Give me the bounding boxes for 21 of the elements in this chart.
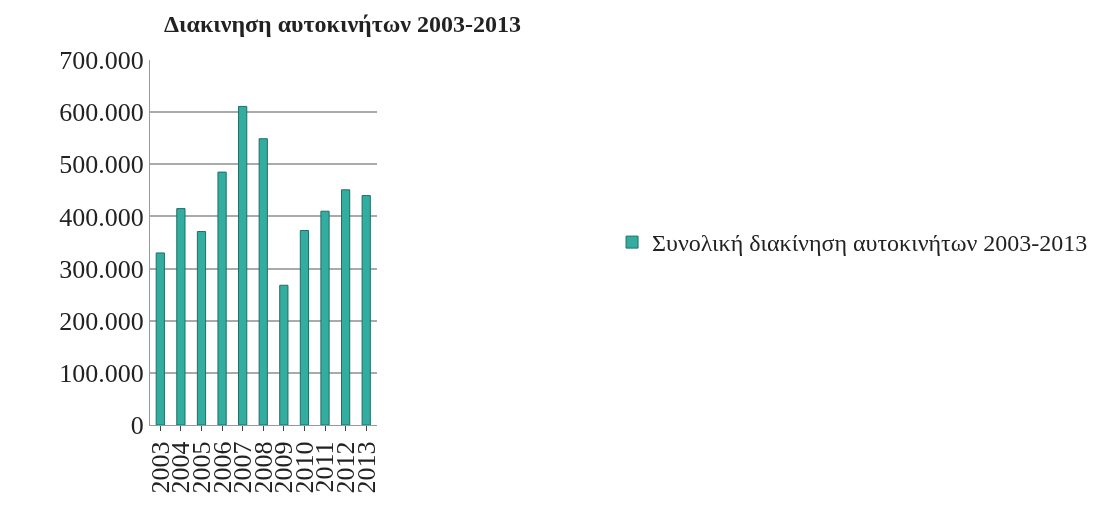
y-tick-label: 100.000 — [59, 358, 144, 388]
y-tick-label: 600.000 — [59, 98, 144, 128]
bar — [155, 252, 165, 425]
bar — [196, 231, 207, 425]
legend-label: Συνολική διακίνηση αυτοκινήτων 2003-2013 — [652, 230, 1088, 257]
bar — [258, 138, 268, 425]
y-tick-label: 400.000 — [59, 202, 144, 232]
y-tick-label: 0 — [130, 411, 144, 441]
bar — [217, 171, 227, 425]
bar — [238, 105, 248, 425]
chart-title: Διακινηση αυτοκινήτων 2003-2013 — [164, 11, 522, 38]
bar — [361, 195, 371, 425]
y-tick-label: 300.000 — [59, 254, 144, 284]
bar — [320, 210, 330, 425]
bar — [279, 284, 289, 425]
y-tick-label: 500.000 — [59, 150, 144, 180]
bar — [176, 208, 186, 425]
y-tick-label: 700.000 — [59, 46, 144, 76]
bar — [299, 230, 310, 425]
bar — [341, 189, 351, 425]
y-tick-label: 200.000 — [59, 306, 144, 336]
